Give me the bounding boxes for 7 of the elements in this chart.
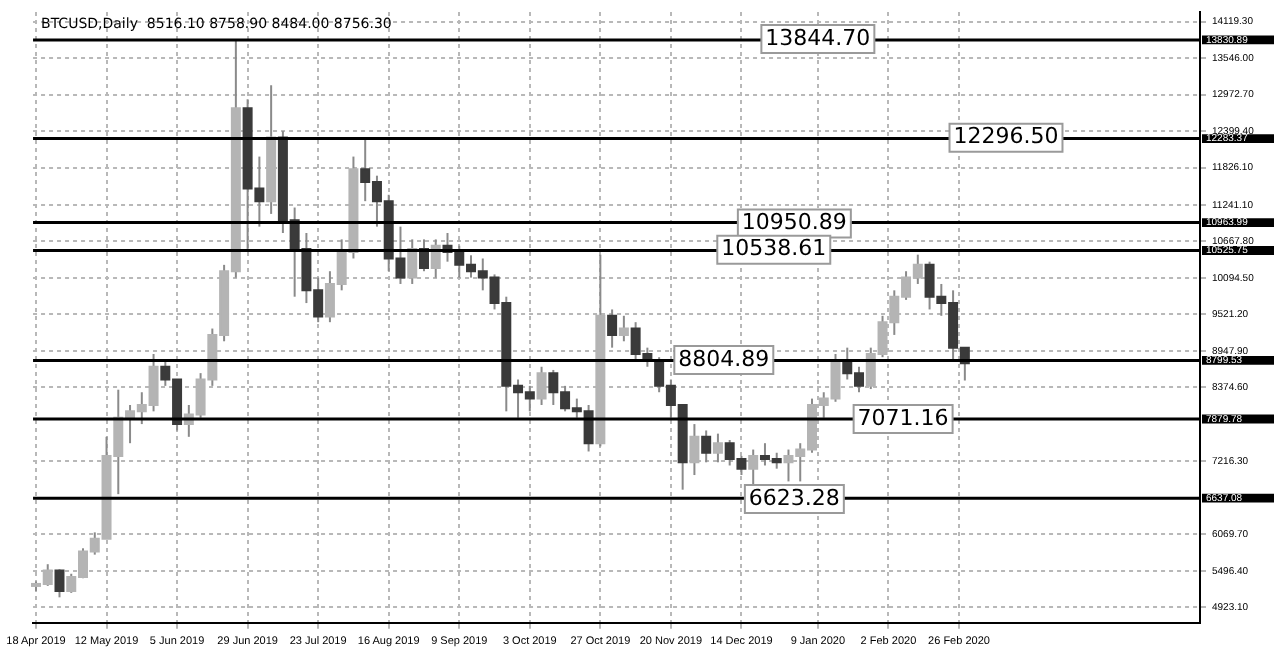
annotation: 12296.50 (953, 123, 1059, 150)
annotation: 6623.28 (748, 484, 840, 511)
annotation: 10950.89 (741, 209, 847, 236)
annotation: 10538.61 (721, 235, 827, 262)
annotation: 13844.70 (765, 24, 871, 51)
annotation: 7071.16 (857, 404, 949, 431)
annotation: 8804.89 (678, 345, 770, 372)
